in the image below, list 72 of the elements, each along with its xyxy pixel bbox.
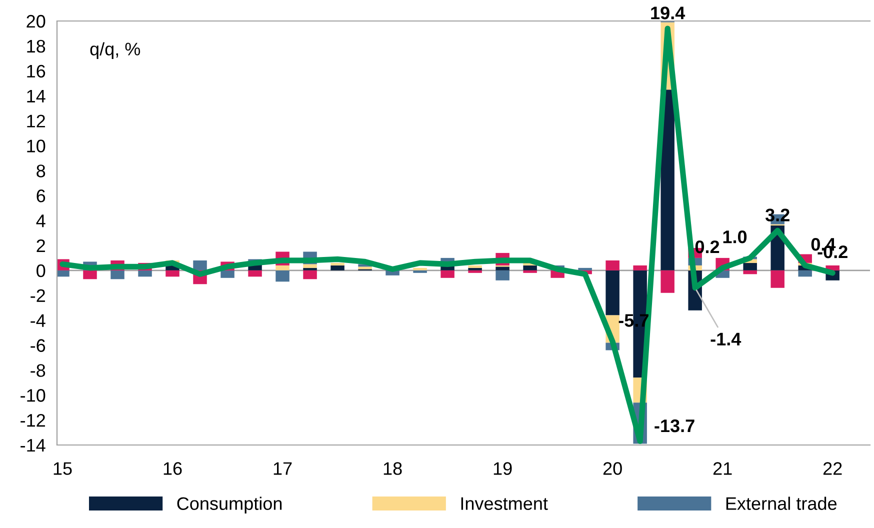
bar bbox=[413, 268, 427, 270]
data-label: 3.2 bbox=[765, 208, 790, 222]
bar bbox=[606, 260, 620, 270]
bar bbox=[660, 270, 674, 293]
data-label: -13.7 bbox=[654, 419, 694, 432]
bar bbox=[57, 270, 70, 277]
data-label: 0.2 bbox=[695, 240, 720, 254]
bar bbox=[413, 270, 427, 273]
y-tick-label: 4 bbox=[36, 214, 46, 228]
x-tick-label: 21 bbox=[713, 462, 732, 475]
x-tick-label: 22 bbox=[823, 462, 842, 475]
y-tick-label: -12 bbox=[20, 414, 45, 427]
bar bbox=[110, 270, 124, 280]
y-tick-label: 0 bbox=[36, 264, 46, 278]
bar bbox=[83, 270, 97, 280]
bar bbox=[496, 266, 510, 270]
bar bbox=[468, 265, 482, 268]
y-tick-label: 2 bbox=[36, 239, 45, 252]
bar bbox=[303, 270, 317, 280]
x-tick-label: 18 bbox=[384, 462, 402, 475]
y-tick-label: 6 bbox=[36, 190, 46, 202]
bar bbox=[166, 270, 180, 277]
bar bbox=[276, 265, 290, 270]
y-tick-label: -10 bbox=[20, 389, 46, 402]
data-label: -5.7 bbox=[618, 314, 648, 327]
bar bbox=[523, 270, 537, 273]
x-tick-label: 15 bbox=[54, 462, 72, 475]
bar bbox=[770, 270, 784, 288]
annotation: q/q, % bbox=[90, 42, 140, 60]
bar bbox=[798, 270, 812, 277]
y-tick-label: -2 bbox=[30, 289, 45, 302]
bar bbox=[303, 264, 317, 268]
bar bbox=[303, 268, 317, 270]
data-label: 19.4 bbox=[651, 6, 686, 20]
bar bbox=[578, 268, 592, 270]
bar bbox=[330, 265, 344, 270]
y-tick-label: 20 bbox=[26, 14, 46, 28]
bar bbox=[330, 262, 344, 266]
y-tick-label: 16 bbox=[27, 64, 46, 78]
y-tick-label: 18 bbox=[27, 40, 46, 53]
bar bbox=[220, 270, 234, 278]
y-tick-label: -6 bbox=[30, 339, 46, 352]
x-tick-label: 19 bbox=[494, 462, 512, 475]
y-tick-label: 8 bbox=[36, 164, 46, 178]
y-tick-label: 14 bbox=[27, 90, 46, 102]
bar bbox=[248, 270, 262, 277]
bar bbox=[440, 270, 454, 278]
legend-label: Consumption bbox=[177, 496, 282, 514]
y-tick-label: 12 bbox=[27, 114, 45, 128]
bar bbox=[606, 270, 620, 316]
bar bbox=[358, 266, 372, 270]
bar bbox=[138, 270, 152, 277]
x-tick-label: 17 bbox=[274, 462, 292, 475]
bar bbox=[193, 260, 207, 270]
bar bbox=[743, 262, 757, 270]
y-tick-label: -8 bbox=[30, 364, 46, 377]
bar bbox=[523, 265, 537, 270]
y-tick-label: 10 bbox=[27, 140, 46, 152]
bar bbox=[743, 270, 757, 274]
bar bbox=[276, 270, 290, 282]
y-tick-label: -4 bbox=[30, 314, 46, 327]
legend-label: Investment bbox=[461, 497, 548, 510]
bar bbox=[633, 265, 647, 270]
bar bbox=[496, 270, 510, 280]
data-label: 1.0 bbox=[723, 230, 747, 244]
x-tick-label: 20 bbox=[603, 462, 622, 475]
data-label: -1.4 bbox=[710, 332, 742, 346]
y-tick-label: -14 bbox=[20, 439, 46, 452]
bar bbox=[468, 270, 482, 273]
bar bbox=[468, 268, 482, 270]
legend-label: External trade bbox=[726, 496, 837, 510]
x-tick-label: 16 bbox=[164, 462, 182, 475]
